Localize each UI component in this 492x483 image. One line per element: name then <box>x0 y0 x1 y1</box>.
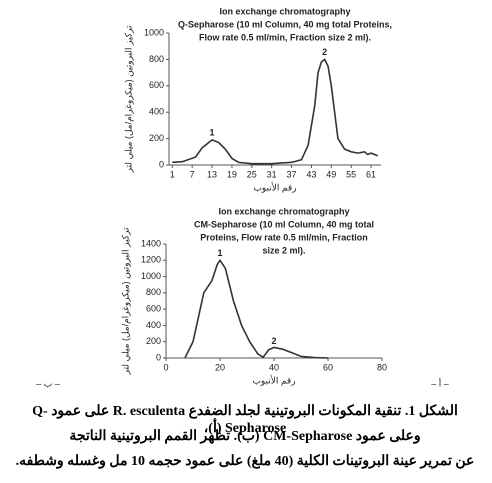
chart-title: Ion exchange chromatography <box>218 206 349 216</box>
x-tick-label: 49 <box>326 169 336 179</box>
peak-label: 2 <box>322 47 327 57</box>
x-axis-label: رقم الأنبوب <box>253 181 296 193</box>
y-tick-label: 1000 <box>141 271 161 281</box>
chart-subtitle: CM-Sepharose (10 ml Column, 40 mg total <box>194 219 374 229</box>
x-tick-label: 40 <box>269 362 279 372</box>
peak-label: 1 <box>217 248 222 258</box>
x-tick-label: 55 <box>346 169 356 179</box>
y-axis-label: تركيز البروتين (ميكروغرام/مل) ميلي لتر <box>123 25 134 173</box>
x-tick-label: 61 <box>366 169 376 179</box>
x-tick-label: 25 <box>247 169 257 179</box>
x-tick-label: 20 <box>215 362 225 372</box>
chart-subtitle: size 2 ml). <box>262 245 305 255</box>
chart-subtitle: Q-Sepharose (10 ml Column, 40 mg total P… <box>178 19 392 29</box>
panel-label: – ب – <box>36 378 60 388</box>
x-tick-label: 7 <box>190 169 195 179</box>
y-tick-label: 600 <box>146 304 161 314</box>
chart-subtitle: Proteins, Flow rate 0.5 ml/min, Fraction <box>200 232 368 242</box>
x-tick-label: 13 <box>207 169 217 179</box>
y-tick-label: 400 <box>146 320 161 330</box>
y-tick-label: 400 <box>149 107 164 117</box>
x-tick-label: 0 <box>163 362 168 372</box>
figure: Ion exchange chromatography Q-Sepharose (… <box>36 6 449 388</box>
y-tick-label: 1000 <box>144 27 164 37</box>
x-tick-label: 60 <box>323 362 333 372</box>
peak-label: 2 <box>271 336 276 346</box>
x-tick-label: 1 <box>170 169 175 179</box>
y-axis-label: تركيز البروتين (ميكروغرام/مل) ميلي لتر <box>120 227 131 375</box>
x-tick-label: 80 <box>377 362 387 372</box>
y-tick-label: 800 <box>146 287 161 297</box>
caption-line: وعلى عمود CM-Sepharose (ب). تظهر القمم ا… <box>69 429 421 444</box>
caption-line: عن تمرير عينة البروتينات الكلية (40 ملغ)… <box>15 454 475 469</box>
chart-title: Ion exchange chromatography <box>219 6 350 16</box>
x-axis-label: رقم الأنبوب <box>252 374 295 386</box>
caption-line: الشكل 1. تنقية المكونات البروتينية لجلد … <box>32 404 458 436</box>
chart-subtitle: Flow rate 0.5 ml/min, Fraction size 2 ml… <box>199 32 371 42</box>
data-line <box>172 58 378 165</box>
y-tick-label: 200 <box>146 336 161 346</box>
x-tick-label: 43 <box>306 169 316 179</box>
y-tick-label: 0 <box>159 159 164 169</box>
panel-label: – أ – <box>431 376 449 388</box>
x-tick-label: 19 <box>227 169 237 179</box>
x-tick-label: 31 <box>267 169 277 179</box>
y-tick-label: 600 <box>149 80 164 90</box>
y-tick-label: 200 <box>149 133 164 143</box>
x-tick-label: 37 <box>287 169 297 179</box>
peak-label: 1 <box>210 128 215 138</box>
y-tick-label: 1200 <box>141 255 161 265</box>
y-tick-label: 0 <box>156 352 161 362</box>
y-tick-label: 800 <box>149 54 164 64</box>
y-tick-label: 1400 <box>141 238 161 248</box>
data-line <box>184 258 329 359</box>
